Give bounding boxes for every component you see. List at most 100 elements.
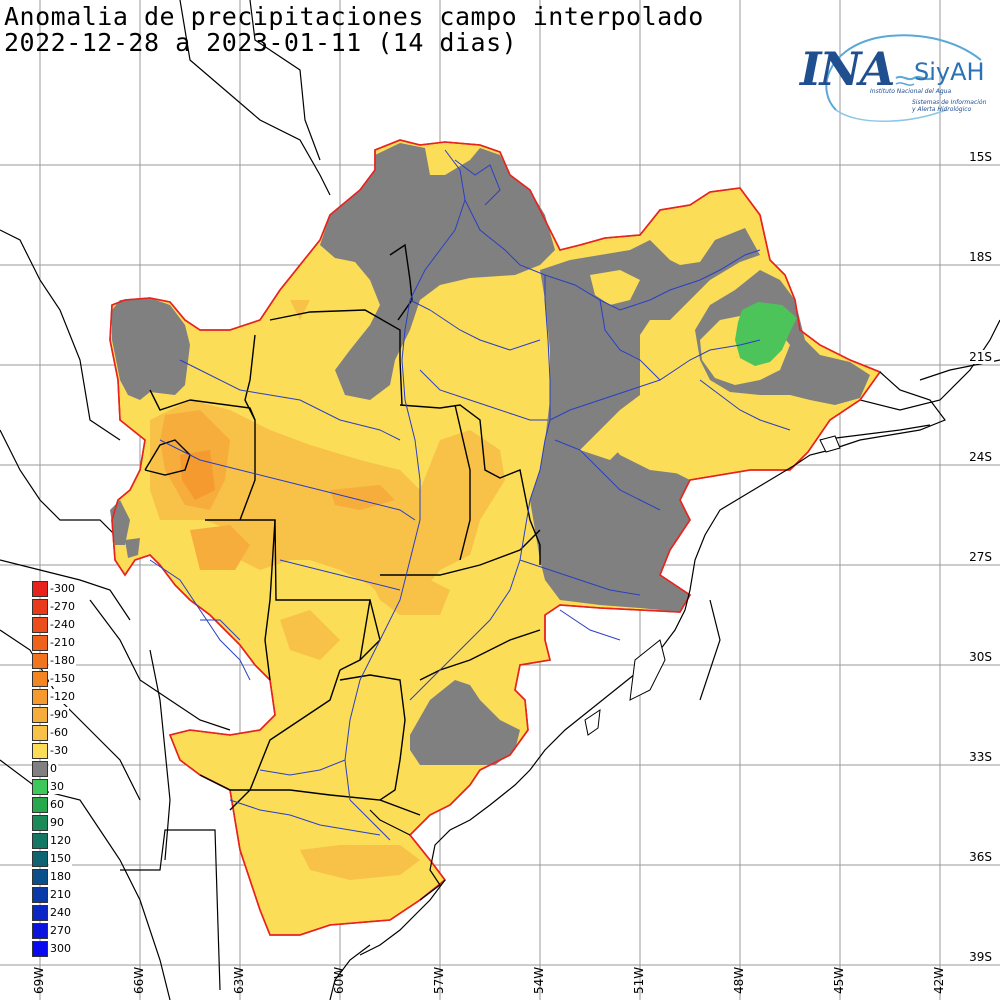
legend-swatch — [32, 653, 48, 669]
lon-label-48w: 48W — [732, 966, 746, 994]
anomaly-orange-areas — [150, 300, 505, 880]
ina-siyah-logo: INA SiyAH Instituto Nacional del Agua Si… — [796, 30, 996, 130]
legend-swatch — [32, 779, 48, 795]
legend-label: 90 — [49, 815, 65, 830]
legend-label: 120 — [49, 833, 72, 848]
legend-row: 60 — [32, 797, 92, 815]
legend-label: 300 — [49, 941, 72, 956]
legend-row: 90 — [32, 815, 92, 833]
legend-swatch — [32, 851, 48, 867]
legend-row: 180 — [32, 869, 92, 887]
legend-label: 150 — [49, 851, 72, 866]
lon-label-54w: 54W — [532, 966, 546, 994]
legend-row: 0 — [32, 761, 92, 779]
lat-label-36s: 36S — [967, 850, 994, 864]
anomaly-region-outline — [109, 139, 882, 936]
legend-swatch — [32, 941, 48, 957]
legend-swatch — [32, 797, 48, 813]
legend-row: 210 — [32, 887, 92, 905]
legend-row: -180 — [32, 653, 92, 671]
logo-system-text: Sistemas de Información y Alerta Hidroló… — [912, 99, 986, 113]
lon-label-69w: 69W — [32, 966, 46, 994]
legend-label: -60 — [49, 725, 69, 740]
logo-system-line-1: Sistemas de Información — [912, 99, 987, 106]
legend-row: 30 — [32, 779, 92, 797]
map-title-line-2: 2022-12-28 a 2023-01-11 (14 dias) — [4, 28, 518, 57]
lat-label-30s: 30S — [967, 650, 994, 664]
lon-label-63w: 63W — [232, 966, 246, 994]
lon-label-57w: 57W — [432, 966, 446, 994]
legend-row: -240 — [32, 617, 92, 635]
logo-siyah-text: SiyAH — [914, 58, 985, 86]
legend-swatch — [32, 815, 48, 831]
legend-swatch — [32, 743, 48, 759]
legend-row: -150 — [32, 671, 92, 689]
legend-swatch — [32, 887, 48, 903]
legend-swatch — [32, 869, 48, 885]
legend-swatch — [32, 617, 48, 633]
legend-label: -240 — [49, 617, 76, 632]
legend-label: 180 — [49, 869, 72, 884]
legend-swatch — [32, 707, 48, 723]
logo-ina-text: INA — [800, 42, 895, 96]
legend-swatch — [32, 725, 48, 741]
logo-system-line-2: y Alerta Hidrológico — [912, 106, 972, 113]
legend-row: -60 — [32, 725, 92, 743]
logo-emblem-icon — [825, 34, 982, 122]
legend-label: -150 — [49, 671, 76, 686]
legend-swatch — [32, 905, 48, 921]
map-title-line-1: Anomalia de precipitaciones campo interp… — [4, 2, 704, 31]
legend-swatch — [32, 689, 48, 705]
legend-label: -300 — [49, 581, 76, 596]
legend-row: 270 — [32, 923, 92, 941]
rivers — [149, 149, 791, 841]
legend-swatch — [32, 581, 48, 597]
lon-label-42w: 42W — [932, 966, 946, 994]
lon-label-51w: 51W — [632, 966, 646, 994]
legend-label: 240 — [49, 905, 72, 920]
lat-label-21s: 21S — [967, 350, 994, 364]
legend-swatch — [32, 635, 48, 651]
legend-label: 270 — [49, 923, 72, 938]
legend-label: -270 — [49, 599, 76, 614]
lat-label-33s: 33S — [967, 750, 994, 764]
lat-label-27s: 27S — [967, 550, 994, 564]
legend-label: -30 — [49, 743, 69, 758]
lon-label-45w: 45W — [832, 966, 846, 994]
legend-swatch — [32, 671, 48, 687]
legend-label: 30 — [49, 779, 65, 794]
legend-row: -210 — [32, 635, 92, 653]
legend-label: 210 — [49, 887, 72, 902]
lon-label-66w: 66W — [132, 966, 146, 994]
legend-row: -30 — [32, 743, 92, 761]
legend-swatch — [32, 833, 48, 849]
legend-label: -180 — [49, 653, 76, 668]
lat-label-18s: 18S — [967, 250, 994, 264]
legend-label: 0 — [49, 761, 58, 776]
legend-swatch — [32, 599, 48, 615]
legend-row: -300 — [32, 581, 92, 599]
lat-label-15s: 15S — [967, 150, 994, 164]
legend-label: 60 — [49, 797, 65, 812]
legend-swatch — [32, 923, 48, 939]
coastline — [359, 371, 946, 956]
legend-label: -120 — [49, 689, 76, 704]
lat-label-24s: 24S — [967, 450, 994, 464]
logo-institution-text: Instituto Nacional del Agua — [870, 88, 952, 95]
positive-anomaly-area — [735, 302, 797, 366]
lon-label-60w: 60W — [332, 966, 346, 994]
lat-label-39s: 39S — [967, 950, 994, 964]
legend-swatch — [32, 761, 48, 777]
legend-row: -120 — [32, 689, 92, 707]
legend-row: -270 — [32, 599, 92, 617]
legend-label: -210 — [49, 635, 76, 650]
legend-row: 120 — [32, 833, 92, 851]
legend-row: -90 — [32, 707, 92, 725]
legend-row: 240 — [32, 905, 92, 923]
legend-row: 300 — [32, 941, 92, 959]
legend-label: -90 — [49, 707, 69, 722]
lagoons — [584, 435, 841, 736]
